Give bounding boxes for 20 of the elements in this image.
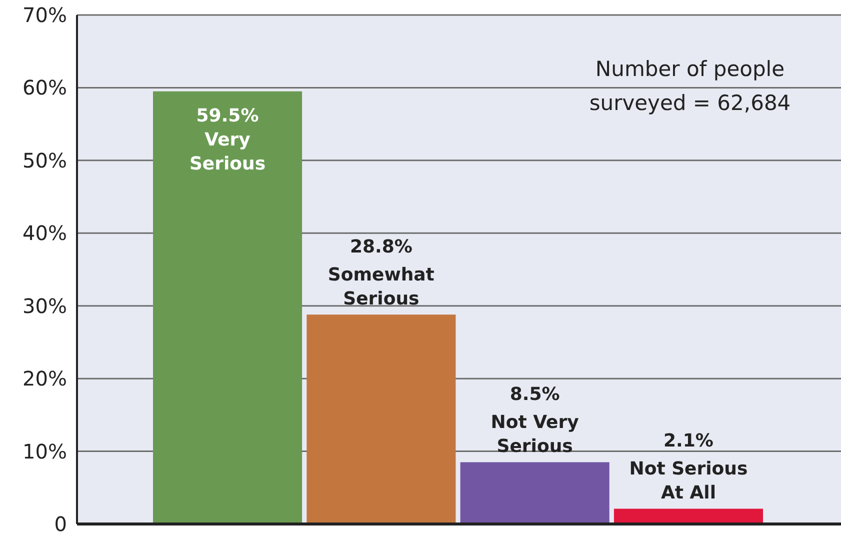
data-label: 28.8% bbox=[350, 236, 412, 258]
bar bbox=[306, 314, 456, 524]
bar bbox=[153, 91, 302, 524]
bar bbox=[614, 508, 763, 524]
x-tick-label: Very Serious bbox=[189, 129, 266, 174]
y-tick-label: 20% bbox=[22, 366, 67, 391]
annotation: Number of people surveyed = 62,684 bbox=[589, 57, 791, 115]
bar bbox=[460, 462, 610, 524]
y-tick-label: 30% bbox=[22, 294, 67, 318]
y-tick-label: 0 bbox=[54, 512, 67, 536]
data-label: 2.1% bbox=[664, 430, 714, 452]
y-tick-label: 40% bbox=[22, 221, 67, 246]
data-label: 8.5% bbox=[510, 384, 560, 406]
y-tick-label: 50% bbox=[22, 148, 67, 172]
y-tick-label: 60% bbox=[22, 76, 67, 100]
data-label: 59.5% bbox=[196, 105, 259, 126]
y-tick-label: 70% bbox=[22, 3, 67, 27]
x-tick-label: Somewhat Serious bbox=[328, 264, 435, 310]
y-tick-label: 10% bbox=[22, 439, 67, 464]
x-tick-label: Not Serious At All bbox=[629, 458, 748, 504]
